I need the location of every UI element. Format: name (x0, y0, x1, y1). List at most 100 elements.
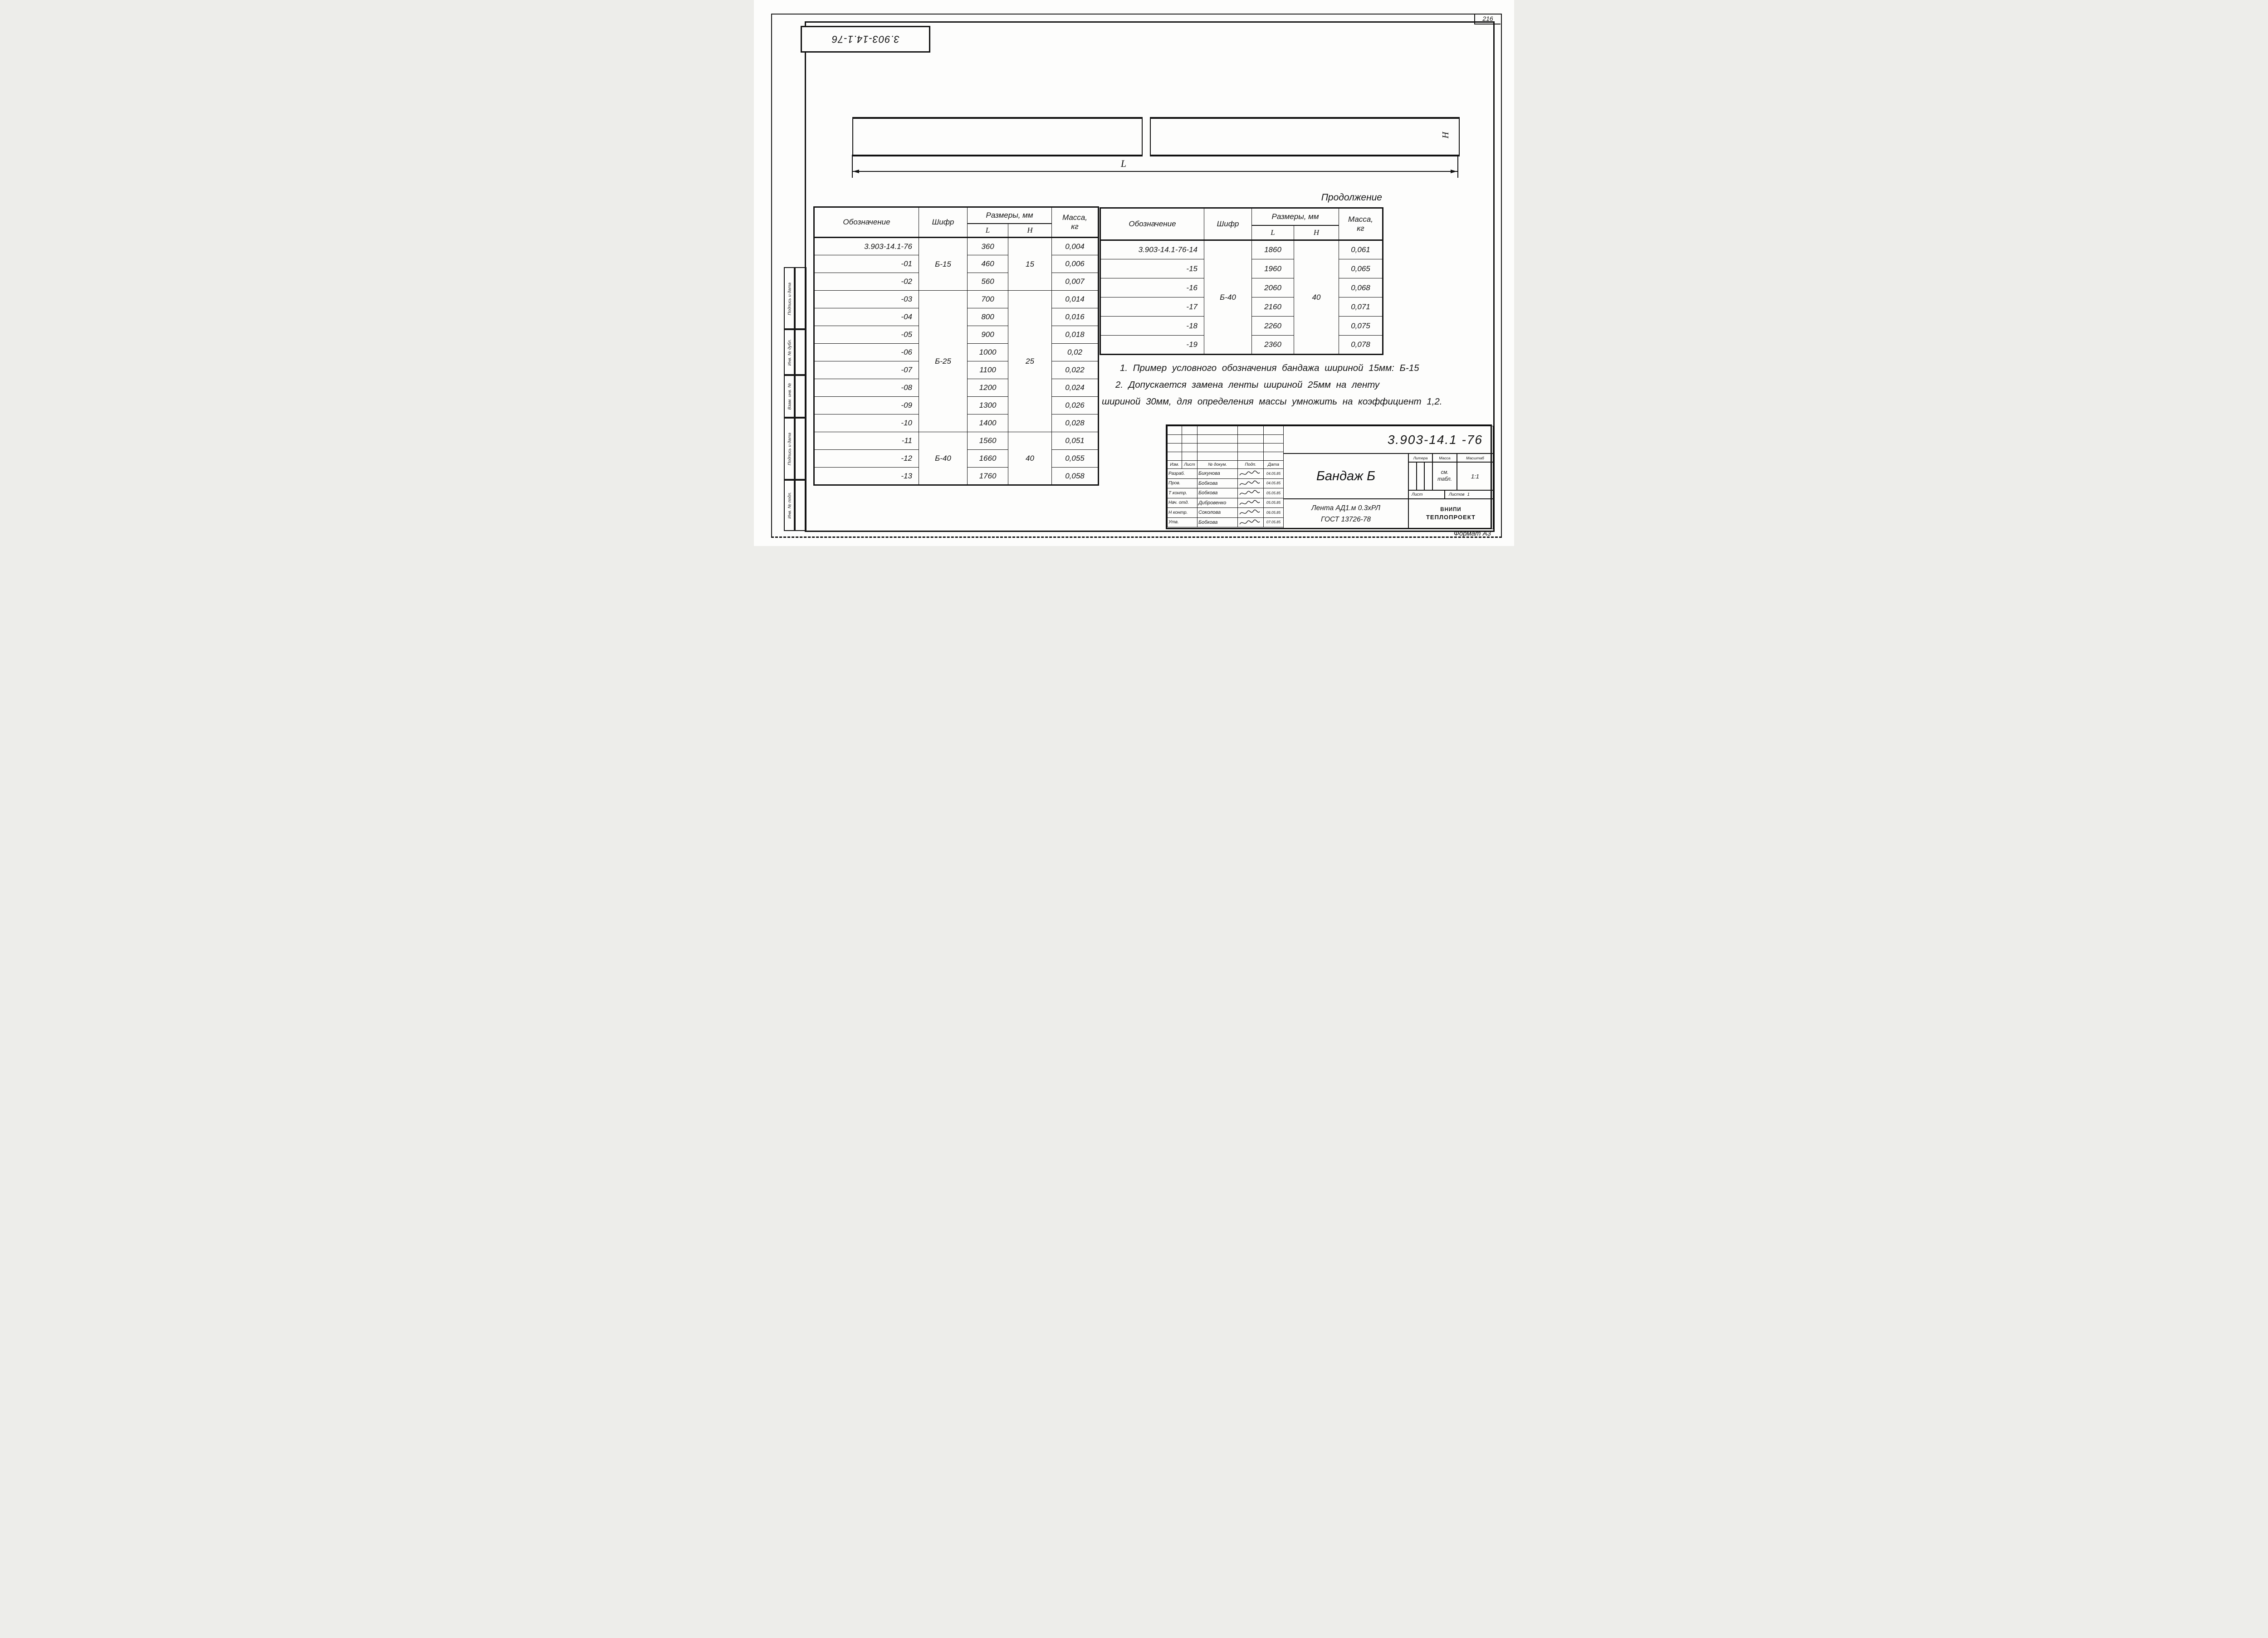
margin-label-box: Взам. инв. № (784, 374, 796, 419)
cipher-cell: Б-25 (919, 290, 968, 432)
mass-cell: 0,004 (1051, 237, 1099, 255)
margin-label-box: Подпись и дата (784, 417, 796, 481)
signature-name: Бобкова (1197, 517, 1238, 527)
dim-arrow-right (1451, 170, 1457, 173)
signature-row: Разраб. Бикунова 04.05.85 (1167, 468, 1284, 479)
material-cell: Лента АД1.м 0.3хРЛ ГОСТ 13726-78 (1283, 499, 1408, 529)
cipher-cell: Б-40 (1204, 240, 1252, 355)
designation-cell: -15 (1100, 259, 1204, 278)
signature-autograph-cell (1237, 488, 1264, 498)
extension-line-right (1457, 155, 1458, 178)
col-header-h: H (1294, 224, 1339, 240)
signature-name: Соколова (1197, 507, 1238, 518)
designation-cell: -07 (814, 361, 919, 379)
signature-table: Изм. Лист № докум. Подп. Дата Разраб. Бикунова… (1167, 426, 1284, 527)
table-row: -13 1760 0,058 (814, 467, 1099, 485)
col-header-cipher: Шифр (919, 207, 968, 238)
sheets-count-cell: Листов 1 (1445, 490, 1493, 499)
change-grid-cell (1167, 434, 1182, 444)
change-grid-cell (1182, 426, 1198, 435)
col-header-dimensions: Размеры, мм (967, 207, 1052, 224)
mass-cell: 0,075 (1339, 316, 1383, 336)
length-cell: 560 (967, 273, 1008, 291)
signature-name: Дибровенко (1197, 497, 1238, 508)
signature-role: Н контр. (1167, 507, 1198, 518)
table-row: -09 1300 0,026 (814, 396, 1099, 414)
mass-value-line2: табл. (1437, 477, 1452, 482)
signature-role: Утв. (1167, 517, 1198, 527)
margin-label: Подпись и дата (787, 432, 792, 465)
mass-cell: 0,016 (1051, 308, 1099, 326)
litera-header: Литера (1408, 453, 1432, 462)
signature-row: Нач. отд. Дибровенко 05.05.85 (1167, 497, 1284, 508)
signature-date: 05.05.85 (1263, 497, 1284, 508)
designation-cell: -04 (814, 308, 919, 326)
margin-label: Инв. № дубл. (787, 339, 792, 366)
designation-cell: -17 (1100, 297, 1204, 317)
inverted-doc-stamp-text: 3.903-14.1-76 (831, 34, 899, 45)
change-grid-cell (1263, 426, 1284, 435)
mass-cell: 0,014 (1051, 290, 1099, 308)
signature-role: Нач. отд. (1167, 497, 1198, 508)
signature-name: Бобкова (1197, 488, 1238, 498)
col-header-l: L (967, 223, 1008, 238)
change-grid-cell (1197, 434, 1238, 444)
signature-autograph (1239, 480, 1260, 486)
length-cell: 1000 (967, 343, 1008, 361)
col-header-designation: Обозначение (814, 207, 919, 238)
length-cell: 460 (967, 255, 1008, 273)
length-cell: 360 (967, 237, 1008, 255)
mass-header-line1: Масса, (1062, 213, 1087, 222)
col-header-dimensions: Размеры, мм (1251, 208, 1339, 225)
table-row: -10 1400 0,028 (814, 414, 1099, 432)
signature-autograph-cell (1237, 468, 1264, 479)
change-grid-cell (1263, 443, 1284, 452)
col-header-h: H (1008, 223, 1052, 238)
table-row: -18 2260 0,075 (1100, 316, 1383, 336)
mass-cell: 0,006 (1051, 255, 1099, 273)
drawing-title: Бандаж Б (1316, 468, 1375, 483)
mass-header-line1: Масса, (1348, 215, 1373, 224)
designation-cell: -02 (814, 273, 919, 291)
table-row: 3.903-14.1-76-14 Б-40 1860 40 0,061 (1100, 240, 1383, 355)
length-cell: 1100 (967, 361, 1008, 379)
designation-cell: -09 (814, 396, 919, 414)
material-line1: Лента АД1.м 0.3хРЛ (1311, 504, 1380, 512)
change-grid-cell (1237, 434, 1264, 444)
designation-cell: 3.903-14.1-76-14 (1100, 240, 1204, 259)
margin-tick-box (794, 267, 807, 330)
mass-cell: 0,024 (1051, 379, 1099, 397)
signature-role: Пров. (1167, 478, 1198, 488)
parts-table-right: Обозначение Шифр Размеры, мм Масса, кг L… (1100, 207, 1383, 355)
change-header-row: Изм. Лист № докум. Подп. Дата (1167, 460, 1284, 469)
signature-date: 04.05.85 (1263, 468, 1284, 479)
designation-cell: -03 (814, 290, 919, 308)
format-label: Формат А3 (1453, 530, 1491, 537)
margin-label-box: Инв. № дубл. (784, 328, 796, 376)
sheet-label-cell: Лист (1408, 490, 1445, 499)
length-cell: 1400 (967, 414, 1008, 432)
mass-cell: 0,061 (1339, 240, 1383, 259)
designation-cell: -12 (814, 449, 919, 468)
inverted-doc-stamp: 3.903-14.1-76 (801, 26, 930, 53)
change-grid-cell (1182, 443, 1198, 452)
table-row: -05 900 0,018 (814, 326, 1099, 344)
length-cell: 2160 (1251, 297, 1294, 317)
table-row: -03 Б-25 700 25 0,014 (814, 290, 1099, 432)
scale-header: Масштаб (1457, 453, 1493, 462)
change-grid-cell (1237, 426, 1264, 435)
mass-cell: 0,007 (1051, 273, 1099, 291)
signature-date: 07.05.85 (1263, 517, 1284, 527)
signature-row: Утв. Бобкова 07.05.85 (1167, 517, 1284, 527)
change-grid-row (1167, 443, 1284, 452)
length-cell: 2360 (1251, 335, 1294, 355)
margin-label: Взам. инв. № (787, 383, 792, 410)
mass-value-line1: см. (1441, 470, 1449, 476)
mass-cell: 0,068 (1339, 278, 1383, 297)
change-grid-cell (1263, 452, 1284, 461)
doc-number: 3.903-14.1 -76 (1387, 432, 1483, 447)
scale-value: 1:1 (1471, 473, 1480, 480)
length-cell: 1660 (967, 449, 1008, 468)
mass-cell: 0,022 (1051, 361, 1099, 379)
mass-cell: 0,051 (1051, 432, 1099, 450)
